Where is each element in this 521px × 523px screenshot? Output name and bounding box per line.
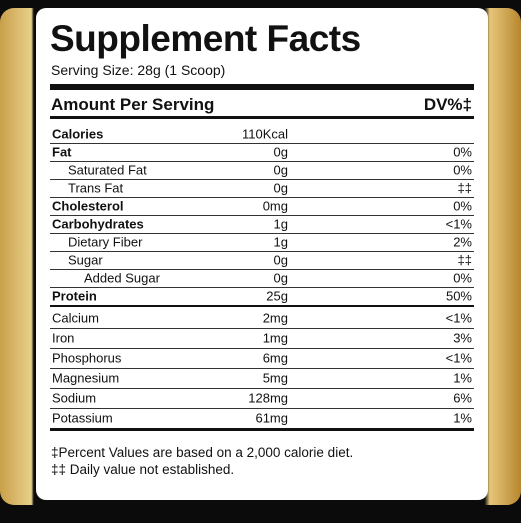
nutrient-dv: 50% — [445, 288, 472, 304]
nutrient-row: Added Sugar 0g 0% — [50, 269, 474, 288]
nutrient-row: Dietary Fiber 1g 2% — [50, 233, 474, 252]
nutrient-row: Cholesterol 0mg 0% — [50, 197, 474, 216]
nutrient-label: Trans Fat — [68, 180, 124, 196]
nutrient-label: Calories — [52, 126, 104, 142]
nutrient-amount: 1g — [273, 234, 288, 250]
nutrient-label: Calcium — [52, 310, 99, 326]
rule — [50, 428, 474, 431]
nutrient-amount: 0g — [273, 162, 288, 178]
label-panel: Supplement Facts Serving Size: 28g (1 Sc… — [36, 8, 488, 500]
nutrient-row: Fat 0g 0% — [50, 143, 474, 162]
nutrient-label: Saturated Fat — [68, 162, 147, 178]
nutrient-row: Calories 110Kcal — [50, 125, 474, 144]
nutrient-amount: 5mg — [262, 370, 288, 386]
nutrient-row: Phosphorus 6mg <1% — [50, 348, 474, 369]
nutrient-amount: 2mg — [262, 310, 288, 326]
nutrient-dv: 0% — [453, 162, 472, 178]
nutrient-label: Iron — [52, 330, 75, 346]
nutrient-label: Protein — [52, 288, 97, 304]
nutrient-dv: <1% — [445, 310, 472, 326]
rule — [50, 84, 474, 90]
nutrient-dv: 0% — [453, 144, 472, 160]
nutrient-dv: 1% — [453, 370, 472, 386]
nutrient-row: Protein 25g 50% — [50, 287, 474, 305]
footnote: ‡‡ Daily value not established. — [51, 462, 235, 477]
nutrient-dv: 0% — [453, 270, 472, 286]
nutrient-dv: 6% — [453, 390, 472, 406]
title: Supplement Facts — [50, 18, 361, 59]
nutrient-row: Calcium 2mg <1% — [50, 308, 474, 329]
nutrient-dv: ‡‡ — [457, 180, 472, 196]
nutrient-row: Trans Fat 0g ‡‡ — [50, 179, 474, 198]
nutrient-row: Saturated Fat 0g 0% — [50, 161, 474, 180]
nutrient-dv: ‡‡ — [457, 252, 472, 268]
rule — [50, 116, 474, 119]
serving-size: Serving Size: 28g (1 Scoop) — [51, 62, 226, 78]
nutrient-amount: 128mg — [248, 390, 288, 406]
nutrient-row: Carbohydrates 1g <1% — [50, 215, 474, 234]
nutrient-label: Sodium — [52, 390, 97, 406]
nutrient-label: Cholesterol — [52, 198, 124, 214]
nutrient-label: Added Sugar — [84, 270, 160, 286]
nutrient-label: Potassium — [52, 410, 113, 426]
nutrient-amount: 0g — [273, 252, 288, 268]
nutrient-amount: 0g — [273, 144, 288, 160]
nutrient-amount: 0mg — [262, 198, 288, 214]
footnote: ‡Percent Values are based on a 2,000 cal… — [51, 445, 354, 460]
nutrient-amount: 25g — [266, 288, 288, 304]
nutrient-row: Iron 1mg 3% — [50, 328, 474, 349]
nutrient-amount: 0g — [273, 180, 288, 196]
nutrient-dv: <1% — [445, 350, 472, 366]
nutrient-amount: 110Kcal — [241, 126, 288, 142]
nutrient-dv: 2% — [453, 234, 472, 250]
nutrient-row: Potassium 61mg 1% — [50, 408, 474, 428]
nutrient-amount: 1g — [273, 216, 288, 232]
nutrient-row: Sodium 128mg 6% — [50, 388, 474, 409]
header-amount: Amount Per Serving — [51, 95, 215, 114]
nutrient-label: Sugar — [68, 252, 103, 268]
nutrient-dv: <1% — [445, 216, 472, 232]
nutrient-dv: 3% — [453, 330, 472, 346]
header-dv: DV%‡ — [423, 95, 472, 114]
nutrient-label: Carbohydrates — [52, 216, 144, 232]
nutrient-amount: 0g — [273, 270, 288, 286]
nutrient-amount: 6mg — [262, 350, 288, 366]
nutrient-amount: 61mg — [255, 410, 288, 426]
nutrient-amount: 1mg — [262, 330, 288, 346]
nutrient-dv: 0% — [453, 198, 472, 214]
nutrient-row: Magnesium 5mg 1% — [50, 368, 474, 389]
nutrient-row: Sugar 0g ‡‡ — [50, 251, 474, 270]
rule — [50, 305, 474, 307]
nutrient-label: Phosphorus — [52, 350, 122, 366]
nutrient-dv: 1% — [453, 410, 472, 426]
nutrient-label: Fat — [52, 144, 72, 160]
nutrient-label: Dietary Fiber — [68, 234, 143, 250]
nutrient-label: Magnesium — [52, 370, 120, 386]
